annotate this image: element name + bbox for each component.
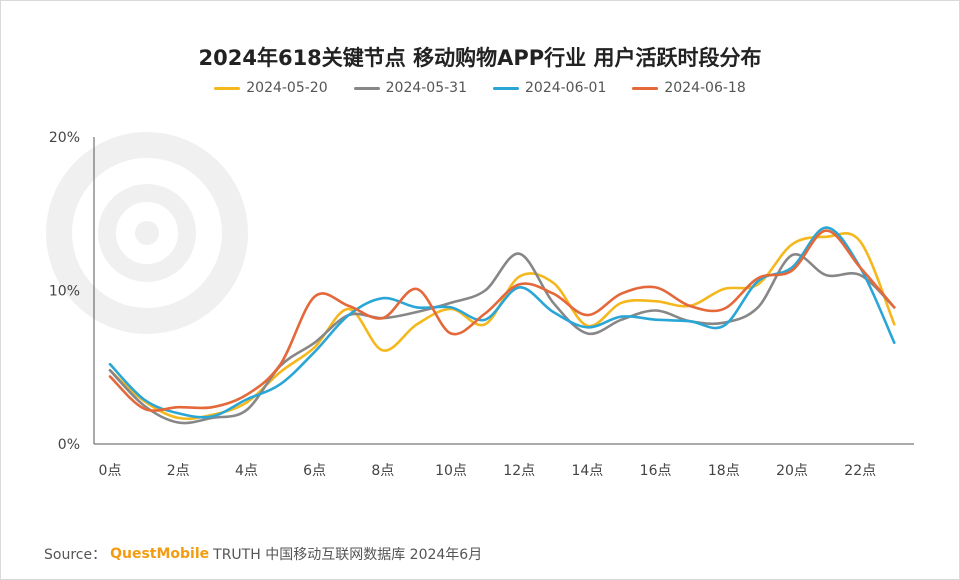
source-line: Source： QuestMobile TRUTH 中国移动互联网数据库 202…	[44, 544, 482, 564]
legend-label: 2024-06-18	[664, 80, 746, 96]
x-tick-label: 14点	[571, 463, 603, 479]
legend-swatch	[353, 86, 380, 90]
y-tick-label: 0%	[58, 437, 80, 453]
legend-swatch	[214, 86, 241, 90]
x-tick-label: 20点	[776, 463, 808, 479]
source-brand: QuestMobile	[110, 546, 210, 562]
x-tick-label: 22点	[844, 463, 876, 479]
x-tick-label: 0点	[99, 463, 122, 479]
x-tick-label: 16点	[640, 463, 672, 479]
legend-swatch	[632, 86, 659, 90]
legend-label: 2024-05-31	[385, 80, 467, 96]
x-tick-label: 6点	[303, 463, 326, 479]
legend: 2024-05-20 2024-05-31 2024-06-01 2024-06-18	[0, 80, 960, 96]
y-tick-label: 10%	[49, 284, 80, 300]
series-line-2024-06-18	[108, 229, 896, 412]
legend-swatch	[493, 86, 519, 90]
legend-item: 2024-05-31	[353, 80, 467, 96]
legend-item: 2024-06-01	[493, 80, 606, 96]
x-tick-label: 2点	[167, 463, 190, 479]
source-text: TRUTH 中国移动互联网数据库 2024年6月	[213, 547, 483, 563]
chart-title: 2024年618关键节点 移动购物APP行业 用户活跃时段分布	[198, 46, 762, 70]
x-tick-label: 12点	[503, 463, 535, 479]
y-tick-label: 20%	[49, 130, 80, 146]
legend-item: 2024-05-20	[214, 80, 328, 96]
x-tick-label: 18点	[708, 463, 740, 479]
x-tick-label: 10点	[435, 463, 467, 479]
legend-label: 2024-06-01	[525, 80, 607, 96]
watermark-logo	[46, 132, 248, 334]
x-tick-label: 8点	[371, 463, 394, 479]
source-label: Source：	[44, 547, 107, 563]
x-tick-label: 4点	[235, 463, 258, 479]
legend-label: 2024-05-20	[246, 80, 328, 96]
legend-item: 2024-06-18	[632, 80, 746, 96]
series-line-2024-05-31	[108, 252, 896, 425]
